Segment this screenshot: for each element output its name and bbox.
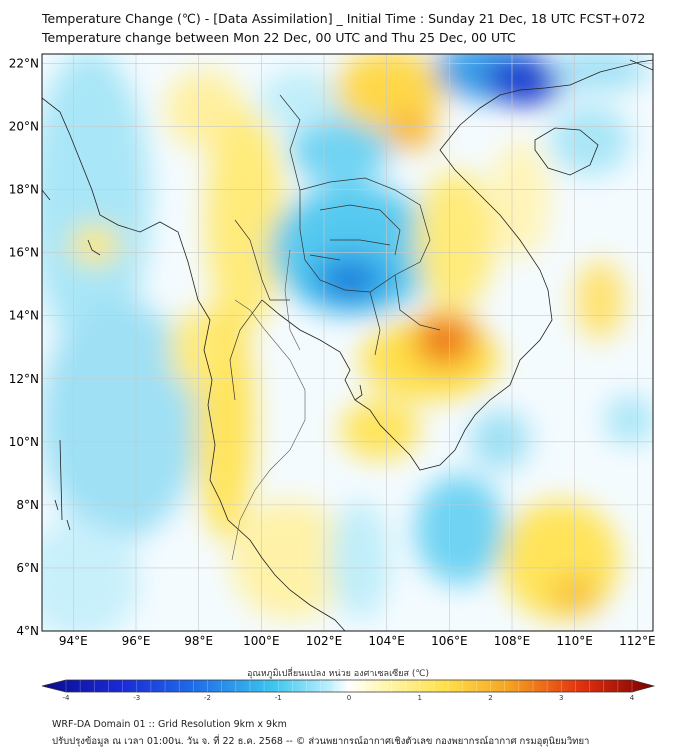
lon-label: 106°E — [431, 634, 468, 648]
colorbar-tick-label: -2 — [204, 694, 211, 702]
colorbar-tick-label: -1 — [275, 694, 282, 702]
lon-label: 110°E — [556, 634, 593, 648]
colorbar: -4 -3 -2 -1 0 1 2 3 4 — [41, 679, 656, 702]
footer-model-info: WRF-DA Domain 01 :: Grid Resolution 9km … — [52, 719, 287, 730]
lon-label: 94°E — [59, 634, 88, 648]
colorbar-title: อุณหภูมิเปลี่ยนแปลง หน่วย องศาเซลเซียส (… — [246, 669, 430, 679]
colorbar-tick-label: -3 — [133, 694, 140, 702]
lat-label: 18°N — [9, 183, 39, 197]
lat-label: 10°N — [9, 435, 39, 449]
lat-label: 20°N — [9, 120, 39, 134]
map-subtitle: Temperature change between Mon 22 Dec, 0… — [42, 30, 516, 45]
latitude-labels: 22°N 20°N 18°N 16°N 14°N 12°N 10°N 8°N 6°N 4°N — [9, 56, 39, 638]
temperature-field — [42, 54, 653, 631]
map-frame — [41, 53, 654, 632]
graticule — [42, 54, 653, 631]
colorbar-tick-label: 1 — [418, 694, 422, 702]
longitude-labels: 94°E 96°E 98°E 100°E 102°E 104°E 106°E 108°E 110… — [59, 634, 656, 648]
boundaries — [229, 94, 441, 401]
colorbar-tick-label: 4 — [630, 694, 635, 702]
colorbar-tick-label: 3 — [559, 694, 563, 702]
colorbar-tick-label: 2 — [488, 694, 492, 702]
lat-label: 6°N — [16, 561, 39, 575]
colorbar-tick-label: 0 — [347, 694, 351, 702]
lon-label: 102°E — [306, 634, 343, 648]
lat-label: 4°N — [16, 624, 39, 638]
lat-label: 14°N — [9, 309, 39, 323]
lat-label: 12°N — [9, 372, 39, 386]
lon-label: 108°E — [494, 634, 531, 648]
coastlines — [42, 59, 653, 631]
colorbar-tick-label: -4 — [63, 694, 71, 702]
lon-label: 96°E — [122, 634, 151, 648]
map-title: Temperature Change (℃) - [Data Assimilat… — [42, 11, 646, 26]
lon-label: 98°E — [184, 634, 213, 648]
lon-label: 104°E — [368, 634, 405, 648]
lon-label: 100°E — [243, 634, 280, 648]
lon-label: 112°E — [619, 634, 656, 648]
lat-label: 22°N — [9, 56, 39, 70]
footer-update-info: ปรับปรุงข้อมูล ณ เวลา 01:00น. วัน จ. ที่… — [52, 736, 590, 747]
lat-label: 8°N — [16, 498, 39, 512]
lat-label: 16°N — [9, 246, 39, 260]
